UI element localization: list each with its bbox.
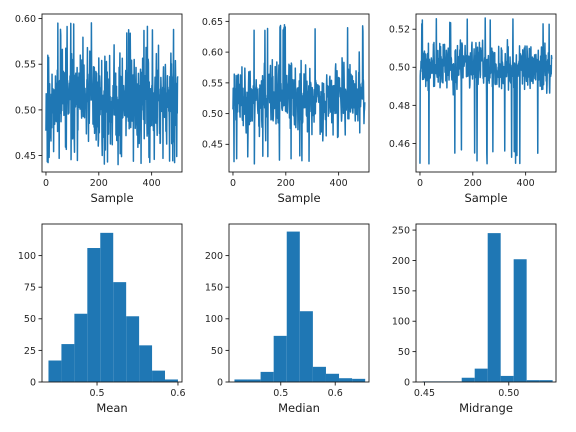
x-axis-label: Sample [90, 191, 133, 205]
histogram-bar [74, 313, 88, 382]
panel-2: 0 200 400 0.45 0.50 0.55 0.60 0.65 Sample [202, 13, 370, 205]
axes-frame [415, 223, 557, 383]
histogram-bar [474, 368, 488, 382]
histogram-bar [487, 233, 501, 382]
axes-frame [228, 223, 370, 383]
y-tick-label: 100 [392, 317, 410, 328]
axes-frame [228, 13, 370, 173]
y-tick-label: 50 [398, 347, 410, 358]
series-line-1 [419, 17, 553, 165]
x-tick-label: 0.6 [170, 388, 185, 399]
histogram-bar [247, 379, 261, 382]
histogram-bar [139, 345, 153, 382]
panel-6: 0.45 0.50 0 50 100 150 200 250 Midrange [392, 223, 557, 415]
x-axis-label: Mean [96, 401, 127, 415]
histogram-bar [113, 282, 127, 382]
histogram-bar [87, 248, 101, 382]
x-tick-label: 0 [417, 178, 423, 189]
histogram-bar [273, 335, 287, 382]
y-tick-label: 0.65 [202, 17, 223, 28]
histogram-bar [325, 373, 340, 382]
y-tick-label: 0.55 [202, 78, 223, 89]
histogram-bar [61, 344, 75, 382]
histogram-bar [461, 377, 475, 382]
histogram-bar [152, 370, 166, 382]
histogram-bar [48, 360, 62, 382]
y-tick-label: 100 [18, 251, 36, 262]
histogram-bar [286, 231, 300, 382]
axes-frame [41, 223, 183, 383]
x-tick-label: 200 [464, 178, 482, 189]
axes-frame [41, 13, 183, 173]
histogram-bar [312, 366, 326, 382]
x-tick-label: 200 [90, 178, 108, 189]
y-tick-label: 0.50 [389, 63, 410, 74]
y-tick-label: 200 [392, 256, 410, 267]
histogram-bar [500, 375, 514, 382]
y-tick-label: 0.52 [389, 25, 410, 36]
histogram-bar [100, 232, 114, 382]
panel-4: 0.5 0.6 0 25 50 75 100 Mean [18, 223, 186, 415]
y-tick-label: 50 [24, 314, 36, 325]
x-tick-label: 0.6 [328, 388, 343, 399]
y-tick-label: 250 [392, 225, 410, 236]
y-tick-label: 0 [404, 377, 410, 388]
histogram-bar [539, 380, 553, 382]
y-tick-label: 0.45 [202, 140, 223, 151]
histogram-bar [526, 380, 540, 382]
histogram-bar [299, 311, 313, 382]
y-tick-label: 0.50 [15, 105, 36, 116]
series-line-1 [232, 23, 366, 165]
y-tick-label: 0.45 [15, 151, 36, 162]
x-tick-label: 200 [277, 178, 295, 189]
histogram-bar [165, 379, 178, 382]
y-tick-label: 0.48 [389, 101, 410, 112]
y-tick-label: 0.46 [389, 139, 410, 150]
histogram-bar [126, 316, 140, 382]
y-tick-label: 150 [392, 286, 410, 297]
panel-1: 0 200 400 0.45 0.50 0.55 0.60 Sample [15, 13, 183, 205]
x-axis-label: Median [278, 401, 320, 415]
panel-3: 0 200 400 0.46 0.48 0.50 0.52 Sample [389, 13, 557, 205]
x-tick-label: 0.45 [414, 388, 435, 399]
x-tick-label: 0 [230, 178, 236, 189]
y-tick-label: 25 [24, 346, 36, 357]
series-line-1 [45, 22, 179, 166]
y-tick-label: 200 [205, 251, 223, 262]
x-tick-label: 0.5 [89, 388, 104, 399]
histogram-bar [234, 379, 248, 382]
x-tick-label: 0 [43, 178, 49, 189]
x-tick-label: 400 [517, 178, 535, 189]
y-tick-label: 150 [205, 283, 223, 294]
histogram-bar [352, 378, 366, 382]
y-tick-label: 50 [211, 346, 223, 357]
panel-5: 0.5 0.6 0 50 100 150 200 Median [205, 223, 370, 415]
x-tick-label: 0.50 [498, 388, 519, 399]
y-tick-label: 0 [217, 377, 223, 388]
histogram-bar [339, 378, 353, 382]
x-axis-label: Sample [277, 191, 320, 205]
y-tick-label: 0.50 [202, 109, 223, 120]
x-axis-label: Sample [464, 191, 507, 205]
y-tick-label: 75 [24, 283, 36, 294]
histogram-bar [260, 371, 274, 382]
x-tick-label: 0.5 [273, 388, 288, 399]
x-tick-label: 400 [330, 178, 348, 189]
axes-frame [415, 13, 557, 173]
y-tick-label: 0 [30, 377, 36, 388]
y-tick-label: 100 [205, 314, 223, 325]
y-tick-label: 0.60 [15, 14, 36, 25]
x-axis-label: Midrange [459, 401, 513, 415]
x-tick-label: 400 [143, 178, 161, 189]
y-tick-label: 0.55 [15, 60, 36, 71]
histogram-bar [513, 259, 527, 382]
y-tick-label: 0.60 [202, 48, 223, 59]
